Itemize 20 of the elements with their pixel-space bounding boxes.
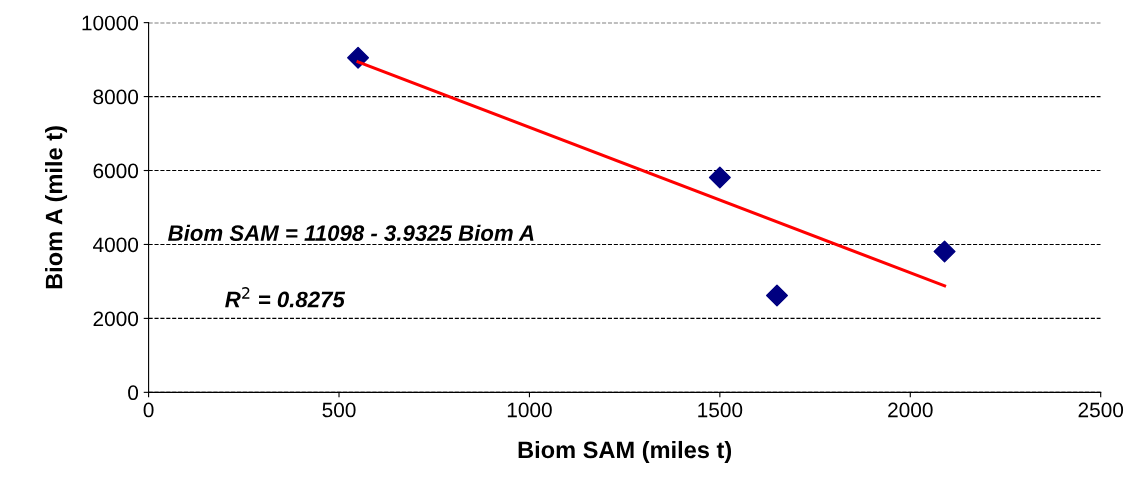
y-tick-label: 10000 — [82, 15, 139, 31]
annotation: R$^{2}$ = 0.8275 — [225, 287, 346, 308]
annotation: Biom SAM = 11098 - 3.9325 Biom A — [168, 224, 534, 241]
x-tick-label: 2500 — [1078, 402, 1124, 418]
x-tick-label: 1000 — [507, 402, 552, 418]
x-tick-label: 2000 — [888, 402, 933, 418]
x-tick-label: 0 — [143, 402, 154, 418]
point — [765, 284, 788, 307]
x-axis-title: Biom SAM (miles t) — [518, 440, 732, 463]
point — [347, 46, 370, 69]
x-tick-label: 500 — [322, 402, 356, 418]
y-tick-label: 4000 — [93, 237, 139, 253]
y-tick-label: 8000 — [93, 89, 139, 105]
y-axis-title: Biom A (mile t) — [45, 126, 68, 289]
point — [708, 166, 731, 189]
y-tick-label: 6000 — [93, 163, 139, 179]
y-tick-label: 0 — [128, 385, 139, 401]
y-tick-label: 2000 — [93, 311, 139, 327]
point — [933, 240, 956, 263]
x-tick-label: 1500 — [698, 402, 743, 418]
